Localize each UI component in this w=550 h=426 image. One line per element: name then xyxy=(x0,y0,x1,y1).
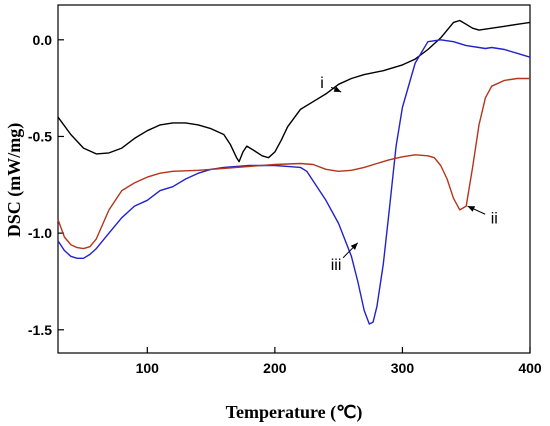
y-tick-label-2: -1.0 xyxy=(28,225,52,241)
series-line-2 xyxy=(57,39,531,325)
annotation-label-2: ii xyxy=(491,210,498,227)
y-axis: 0.0 -0.5 -1.0 -1.5 xyxy=(28,32,64,338)
x-tick-label-300: 300 xyxy=(391,360,415,376)
x-axis-title: Temperature (℃) xyxy=(226,402,363,423)
annotation-arrowhead-3 xyxy=(350,242,358,250)
x-tick-label-400: 400 xyxy=(518,360,542,376)
y-axis-title: DSC (mW/mg) xyxy=(4,123,25,238)
y-tick-label-1: -0.5 xyxy=(28,128,52,144)
series-group xyxy=(57,19,531,325)
x-tick-label-200: 200 xyxy=(263,360,287,376)
plot-frame xyxy=(57,4,531,354)
y-tick-label-0: 0.0 xyxy=(33,32,53,48)
series-line-3 xyxy=(57,77,530,250)
series-line-1 xyxy=(57,19,531,163)
x-axis: 100 200 300 400 xyxy=(136,347,542,376)
annotation-arrowhead-2 xyxy=(467,206,476,212)
x-tick-label-100: 100 xyxy=(136,360,160,376)
annotation-label-1: i xyxy=(320,75,324,92)
y-tick-label-3: -1.5 xyxy=(28,322,52,338)
annotation-arrowhead-1 xyxy=(333,86,342,92)
annotation-label-3: iii xyxy=(331,257,342,274)
